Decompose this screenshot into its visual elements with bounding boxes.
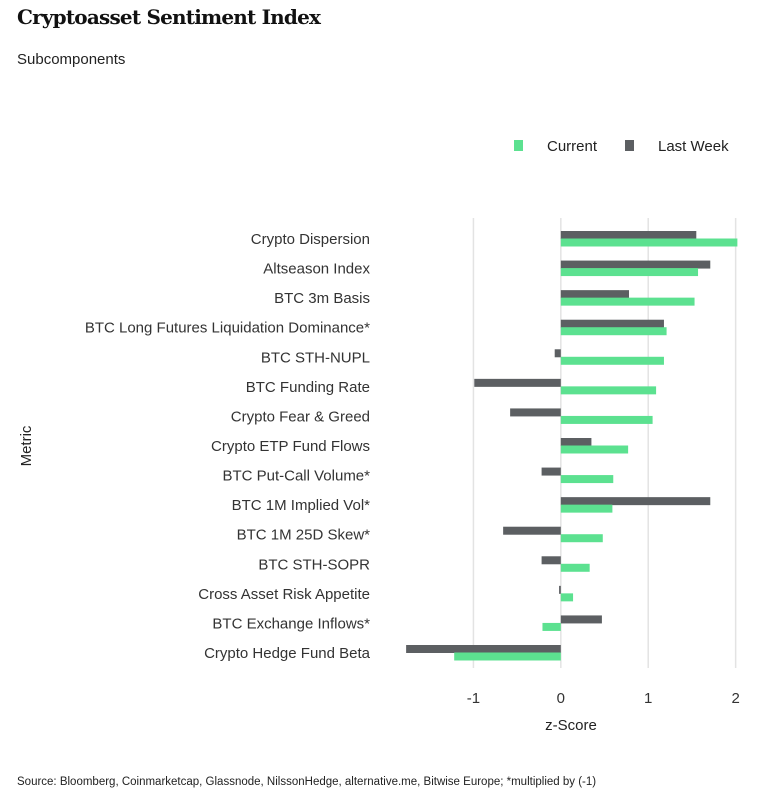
bar-current (560, 297, 695, 306)
category-label: Crypto Hedge Fund Beta (204, 645, 371, 662)
x-tick-label: -1 (467, 690, 480, 707)
bar-last-week (560, 260, 711, 269)
legend-swatch-last-week (625, 140, 634, 151)
legend: Current Last Week (514, 138, 729, 155)
category-label: BTC Long Futures Liquidation Dominance* (85, 320, 370, 337)
category-label: BTC 3m Basis (274, 290, 370, 307)
bar-last-week (560, 319, 664, 328)
gridlines (472, 218, 737, 668)
category-label: BTC Put-Call Volume* (222, 468, 370, 485)
bar-last-week (554, 349, 561, 358)
bar-current (560, 593, 574, 602)
source-note: Source: Bloomberg, Coinmarketcap, Glassn… (17, 776, 597, 788)
legend-swatch-current (514, 140, 523, 151)
category-label: Crypto Dispersion (251, 231, 370, 248)
category-label: Altseason Index (263, 261, 370, 278)
bar-last-week (503, 526, 561, 535)
bar-current (560, 445, 629, 454)
category-label: Crypto ETP Fund Flows (211, 438, 370, 455)
bar-current (560, 327, 667, 336)
category-label: Cross Asset Risk Appetite (198, 586, 370, 603)
category-label: BTC STH-SOPR (258, 556, 370, 573)
category-labels: Crypto Dispersion Altseason Index BTC 3m B… (85, 231, 371, 662)
x-tick-label: 2 (731, 690, 739, 707)
category-label: Crypto Fear & Greed (231, 408, 370, 425)
x-tick-label: 1 (644, 690, 652, 707)
bar-last-week (406, 645, 561, 653)
bar-current (560, 415, 653, 424)
bar-last-week (510, 408, 561, 417)
legend-label-current: Current (547, 138, 598, 155)
category-label: BTC STH-NUPL (261, 349, 370, 366)
legend-label-last-week: Last Week (658, 138, 729, 155)
bar-current (454, 652, 561, 661)
x-tick-labels: -1 0 1 2 (467, 690, 740, 707)
bar-current (560, 386, 657, 395)
bar-current (560, 238, 738, 247)
bar-current (560, 356, 664, 365)
bar-last-week (560, 438, 592, 446)
bar-last-week (560, 290, 629, 299)
x-axis-label: z-Score (545, 717, 597, 734)
bar-last-week (541, 556, 561, 565)
bar-last-week (560, 615, 602, 624)
bar-current (560, 504, 613, 513)
chart-subtitle: Subcomponents (17, 51, 126, 68)
category-label: BTC 1M Implied Vol* (232, 497, 371, 514)
bar-current (560, 268, 699, 277)
bar-current (560, 534, 603, 543)
bar-current (560, 475, 614, 484)
bar-current (542, 622, 561, 631)
bar-last-week (560, 231, 697, 239)
y-axis-label: Metric (18, 425, 35, 466)
x-tick-label: 0 (557, 690, 565, 707)
category-label: BTC Exchange Inflows* (212, 615, 370, 632)
bar-last-week (560, 497, 711, 506)
category-label: BTC Funding Rate (246, 379, 370, 396)
bar-current (560, 563, 590, 572)
category-label: BTC 1M 25D Skew* (237, 527, 371, 544)
bar-last-week (541, 467, 561, 476)
bars (406, 231, 738, 661)
bar-last-week (474, 378, 561, 387)
chart-title: Cryptoasset Sentiment Index (17, 5, 321, 29)
bar-last-week (559, 585, 561, 594)
